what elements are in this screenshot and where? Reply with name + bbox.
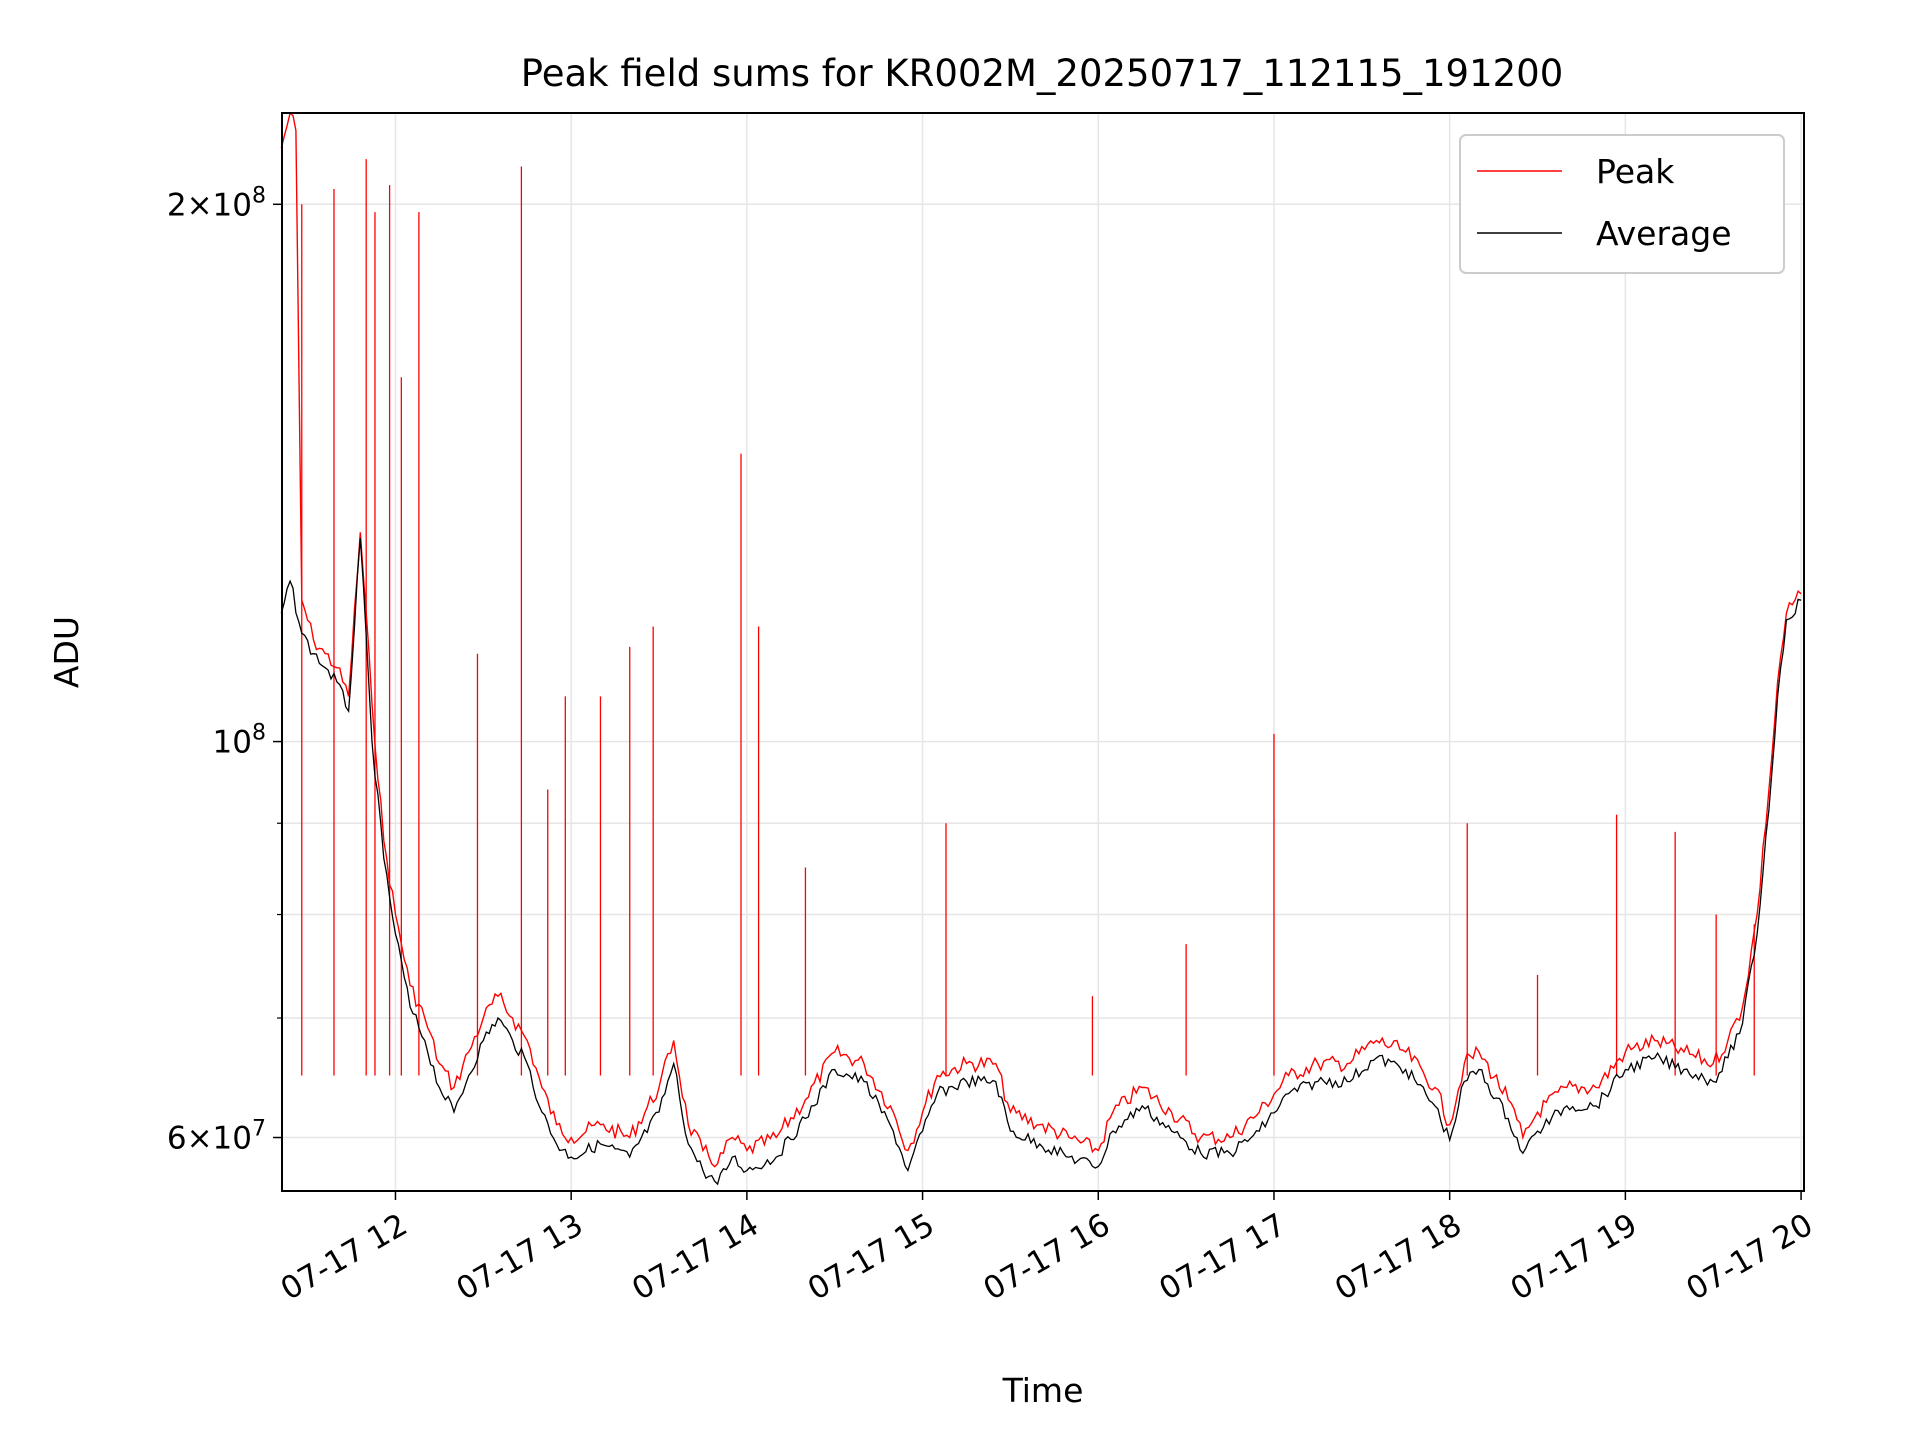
y-axis-label: ADU <box>47 616 86 688</box>
legend-peak-label: Peak <box>1596 152 1675 191</box>
x-axis-label: Time <box>1002 1371 1084 1410</box>
grid-lines <box>282 113 1804 1191</box>
y-tick-label: 108 <box>213 721 266 761</box>
legend: Peak Average <box>1459 134 1785 274</box>
series-peak-line <box>280 111 1802 1168</box>
y-tick-label: 2×108 <box>167 183 266 223</box>
series-average-line <box>280 538 1802 1186</box>
y-tick-label: 6×107 <box>167 1117 266 1157</box>
legend-box <box>1459 134 1785 274</box>
y-axis: 6×107 108 2×108 <box>167 183 282 1157</box>
series-layer <box>280 111 1802 1186</box>
legend-average-label: Average <box>1596 214 1732 253</box>
chart-title: Peak field sums for KR002M_20250717_1121… <box>521 52 1564 95</box>
plot-frame <box>281 112 1805 1192</box>
